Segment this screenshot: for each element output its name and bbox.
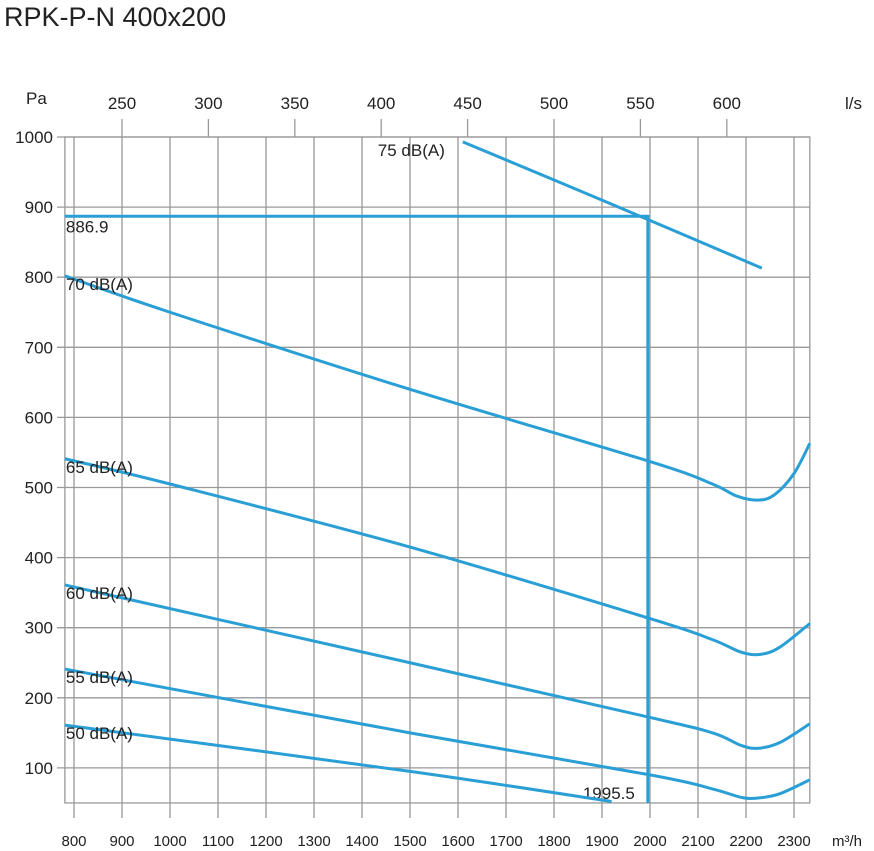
x-tick-label: 1000	[153, 833, 186, 850]
x-axis-label: m³/h	[832, 833, 862, 850]
curve-60db	[64, 583, 811, 750]
curve-label: 65 dB(A)	[66, 458, 133, 477]
curve-label: 50 dB(A)	[66, 724, 133, 743]
x2-tick-label: 250	[108, 94, 136, 113]
x-tick-label: 2000	[633, 833, 666, 850]
curve-55db	[64, 667, 811, 800]
curve-label: 70 dB(A)	[66, 275, 133, 294]
curve-65db	[64, 457, 811, 657]
x2-tick-label: 450	[453, 94, 481, 113]
x-tick-label: 1700	[489, 833, 522, 850]
y-tick-label: 1000	[15, 128, 53, 147]
y-tick-label: 300	[25, 619, 53, 638]
curve-label: 75 dB(A)	[378, 141, 445, 160]
x-tick-label: 1500	[393, 833, 426, 850]
x-tick-label: 800	[61, 833, 86, 850]
y-tick-label: 500	[25, 479, 53, 498]
chart-title: RPK-P-N 400x200	[4, 2, 227, 32]
x2-tick-label: 350	[281, 94, 309, 113]
x-tick-label: 1300	[297, 833, 330, 850]
y-tick-label: 400	[25, 549, 53, 568]
y-tick-label: 900	[25, 198, 53, 217]
x2-tick-label: 550	[626, 94, 654, 113]
y-tick-label: 800	[25, 268, 53, 287]
y-tick-label: 200	[25, 689, 53, 708]
x-tick-label: 2200	[729, 833, 762, 850]
x-tick-label: 1100	[202, 833, 234, 850]
curve-label: 60 dB(A)	[66, 584, 133, 603]
x2-tick-label: 300	[194, 94, 222, 113]
curve-50db	[64, 723, 612, 804]
x-tick-label: 2300	[777, 833, 810, 850]
x-tick-label: 2100	[681, 833, 714, 850]
x2-tick-label: 500	[540, 94, 568, 113]
curve-label: 55 dB(A)	[66, 668, 133, 687]
x-tick-label: 1600	[441, 833, 474, 850]
curve-70db	[64, 274, 812, 502]
curve-75db	[462, 140, 763, 270]
y-axis-label: Pa	[26, 89, 47, 108]
x-tick-label: 1800	[537, 833, 570, 850]
pressure-value-label: 886.9	[66, 217, 109, 236]
y-tick-label: 700	[25, 338, 53, 357]
x-tick-label: 1900	[585, 833, 618, 850]
x-tick-label: 900	[109, 833, 134, 850]
operating-point-lines	[64, 214, 650, 803]
x-tick-label: 1400	[345, 833, 378, 850]
y-tick-label: 100	[25, 759, 53, 778]
x2-axis-label: l/s	[845, 94, 862, 113]
x-tick-label: 1200	[249, 833, 282, 850]
x2-tick-label: 600	[713, 94, 741, 113]
y-tick-label: 600	[25, 408, 53, 427]
x2-tick-label: 400	[367, 94, 395, 113]
